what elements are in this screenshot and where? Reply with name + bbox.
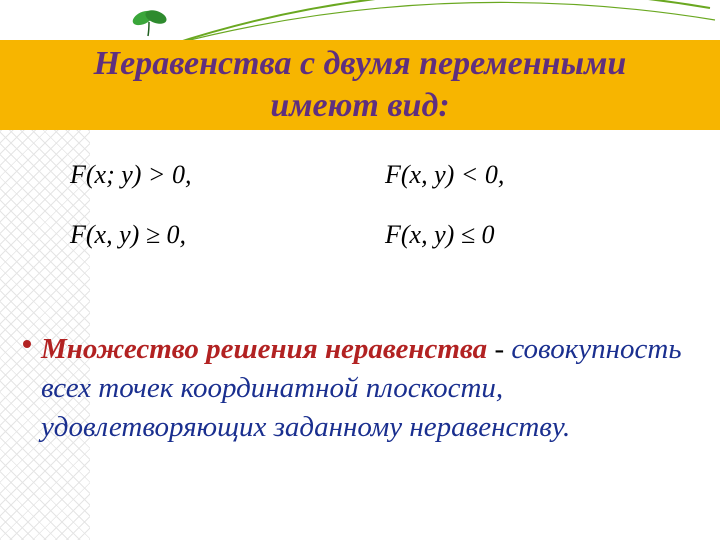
formula-1: F(x; y) > 0, [70,160,355,190]
term-text: Множество решения неравенства [41,333,487,365]
formula-2: F(x, y) < 0, [385,160,670,190]
slide-title: Неравенства с двумя переменными имеют ви… [50,43,670,128]
formula-4: F(x, y) ≤ 0 [385,220,670,250]
leaf-icon [130,4,170,43]
decorative-pattern [0,90,90,540]
formula-3: F(x, y) ≥ 0, [70,220,355,250]
dash-text: - [487,333,511,365]
title-bar: Неравенства с двумя переменными имеют ви… [0,40,720,130]
formula-grid: F(x; y) > 0, F(x, y) < 0, F(x, y) ≥ 0, F… [70,160,670,250]
bullet-item: Множество решения неравенства - совокупн… [25,330,695,447]
bullet-text: Множество решения неравенства - совокупн… [25,330,695,447]
bullet-dot [23,340,31,348]
